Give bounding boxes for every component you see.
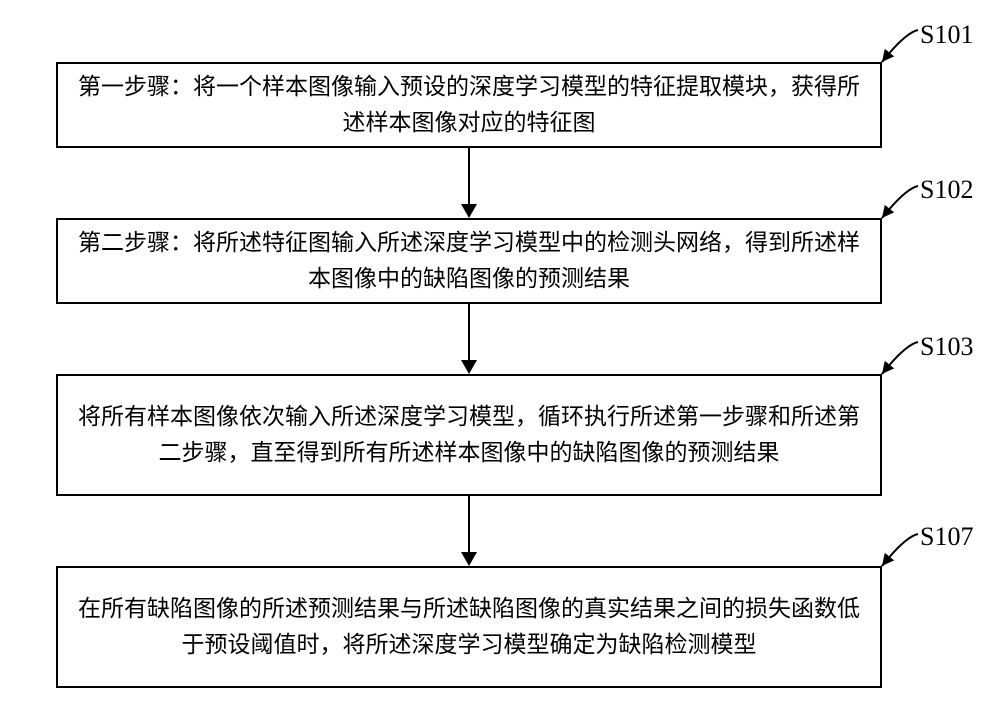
curved-arrow-s107	[0, 0, 1000, 727]
connector-arrowhead-1	[461, 360, 477, 374]
connector-arrowhead-2	[461, 552, 477, 566]
connector-line-2	[468, 496, 470, 552]
flowchart-canvas: 第一步骤：将一个样本图像输入预设的深度学习模型的特征提取模块，获得所述样本图像对…	[0, 0, 1000, 727]
connector-line-0	[468, 148, 470, 204]
connector-arrowhead-0	[461, 204, 477, 218]
connector-line-1	[468, 304, 470, 360]
